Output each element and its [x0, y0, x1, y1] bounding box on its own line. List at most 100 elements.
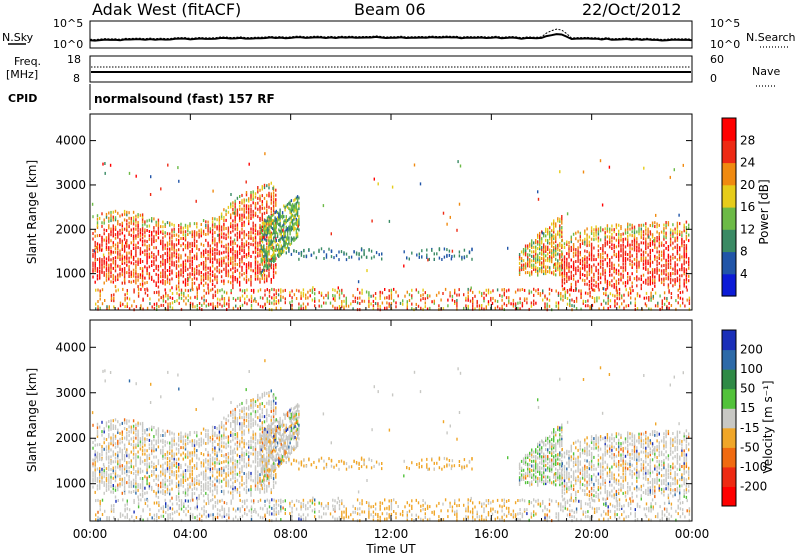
power-cell [273, 297, 275, 300]
power-cell [250, 255, 252, 258]
power-cell [157, 236, 160, 240]
velocity-cell [189, 475, 191, 479]
power-cell [230, 275, 232, 279]
power-cell [298, 217, 300, 221]
velocity-cell [248, 461, 250, 465]
power-cell [266, 253, 269, 257]
velocity-cell [252, 405, 254, 409]
power-cell [241, 207, 243, 211]
power-cell [141, 229, 144, 233]
power-cell [588, 266, 591, 270]
power-cell [541, 241, 543, 245]
power-cell [101, 263, 103, 267]
power-cell [232, 260, 234, 264]
power-colorbar-segment [722, 162, 736, 186]
power-cell [490, 290, 492, 294]
power-cell [243, 207, 245, 211]
velocity-cell [243, 416, 245, 419]
power-cell [225, 271, 227, 274]
power-cell [563, 260, 566, 264]
velocity-cell [155, 432, 157, 436]
power-cell [276, 232, 279, 236]
power-cell [360, 255, 363, 259]
velocity-cell [126, 431, 128, 435]
velocity-cell [114, 465, 117, 469]
power-cell [529, 242, 531, 246]
power-cell [141, 284, 144, 288]
power-cell [395, 290, 397, 294]
power-cell [285, 247, 287, 250]
power-cell [99, 271, 101, 275]
power-cell [193, 232, 196, 236]
power-cell [245, 207, 248, 211]
power-cell [547, 270, 549, 274]
power-cell [647, 279, 649, 283]
power-cell [295, 220, 298, 224]
velocity-cell [243, 487, 245, 491]
power-cell [162, 281, 164, 285]
velocity-cell [216, 451, 218, 455]
power-cell [135, 271, 137, 275]
power-cell [264, 293, 266, 297]
power-cell [259, 277, 261, 281]
velocity-cell [117, 439, 119, 443]
power-cell [245, 255, 248, 259]
velocity-cell [153, 466, 155, 469]
power-cell [284, 221, 286, 225]
power-cell [597, 239, 600, 243]
power-cell [263, 223, 265, 227]
power-cell [155, 272, 157, 276]
power-cell [236, 263, 239, 266]
power-cell [663, 251, 665, 255]
power-cell [241, 213, 243, 217]
power-cell [218, 238, 221, 242]
power-cell [682, 301, 684, 305]
power-cell [624, 284, 627, 288]
velocity-cell [223, 416, 225, 420]
power-cell [196, 288, 198, 292]
power-cell [202, 254, 205, 258]
power-cell [654, 281, 656, 285]
velocity-cell [119, 478, 121, 481]
velocity-cell [128, 475, 130, 478]
power-cell [259, 251, 261, 255]
power-cell [579, 238, 581, 242]
power-cell [248, 298, 250, 302]
power-cell [572, 243, 575, 246]
power-cell [627, 304, 630, 308]
power-cell [220, 240, 223, 244]
power-cell [647, 259, 649, 263]
power-cell [248, 207, 250, 211]
power-cell [234, 270, 236, 273]
power-cell [503, 291, 505, 295]
power-cell [279, 221, 281, 225]
velocity-cell [236, 422, 239, 426]
power-cell [341, 291, 343, 295]
power-cell [153, 240, 155, 244]
power-cell [275, 301, 277, 305]
power-cell [211, 217, 214, 221]
power-cell [302, 288, 305, 292]
power-cell [636, 270, 638, 273]
power-cell [178, 285, 180, 289]
power-cell [323, 257, 325, 260]
power-cell [533, 259, 535, 263]
power-cell [630, 301, 632, 305]
velocity-cell [162, 434, 164, 437]
power-cell [645, 247, 647, 251]
power-cell [640, 241, 642, 245]
velocity-cell [103, 447, 105, 451]
power-ytick-label: 4000 [55, 134, 86, 148]
power-cell [223, 299, 226, 303]
power-cell [622, 281, 624, 285]
power-cell [501, 307, 503, 311]
power-cell [564, 296, 566, 299]
power-cell [627, 225, 629, 229]
power-cell [230, 236, 232, 240]
power-cell [101, 268, 103, 272]
power-cell [547, 245, 549, 249]
power-cell [679, 281, 681, 285]
power-cell [622, 275, 624, 279]
power-cell [520, 265, 523, 269]
power-cell [320, 247, 323, 251]
